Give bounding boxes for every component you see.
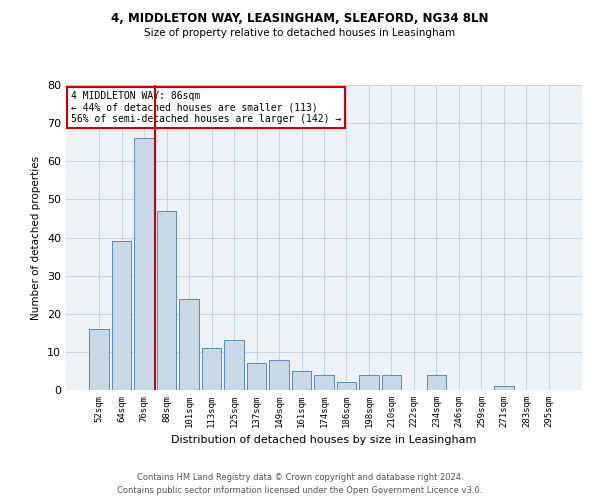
Text: 4 MIDDLETON WAY: 86sqm
← 44% of detached houses are smaller (113)
56% of semi-de: 4 MIDDLETON WAY: 86sqm ← 44% of detached… — [71, 91, 341, 124]
Text: Size of property relative to detached houses in Leasingham: Size of property relative to detached ho… — [145, 28, 455, 38]
Bar — [337, 382, 356, 390]
Bar — [292, 371, 311, 390]
Text: 4, MIDDLETON WAY, LEASINGHAM, SLEAFORD, NG34 8LN: 4, MIDDLETON WAY, LEASINGHAM, SLEAFORD, … — [111, 12, 489, 26]
Bar — [89, 329, 109, 390]
Bar — [269, 360, 289, 390]
Bar — [359, 375, 379, 390]
Bar — [382, 375, 401, 390]
Bar — [112, 242, 131, 390]
Bar — [202, 348, 221, 390]
Bar — [224, 340, 244, 390]
Bar — [134, 138, 154, 390]
Bar — [427, 375, 446, 390]
Bar — [157, 211, 176, 390]
X-axis label: Distribution of detached houses by size in Leasingham: Distribution of detached houses by size … — [172, 436, 476, 446]
Bar — [494, 386, 514, 390]
Bar — [314, 375, 334, 390]
Bar — [179, 298, 199, 390]
Text: Contains HM Land Registry data © Crown copyright and database right 2024.
Contai: Contains HM Land Registry data © Crown c… — [118, 474, 482, 495]
Bar — [247, 364, 266, 390]
Y-axis label: Number of detached properties: Number of detached properties — [31, 156, 41, 320]
